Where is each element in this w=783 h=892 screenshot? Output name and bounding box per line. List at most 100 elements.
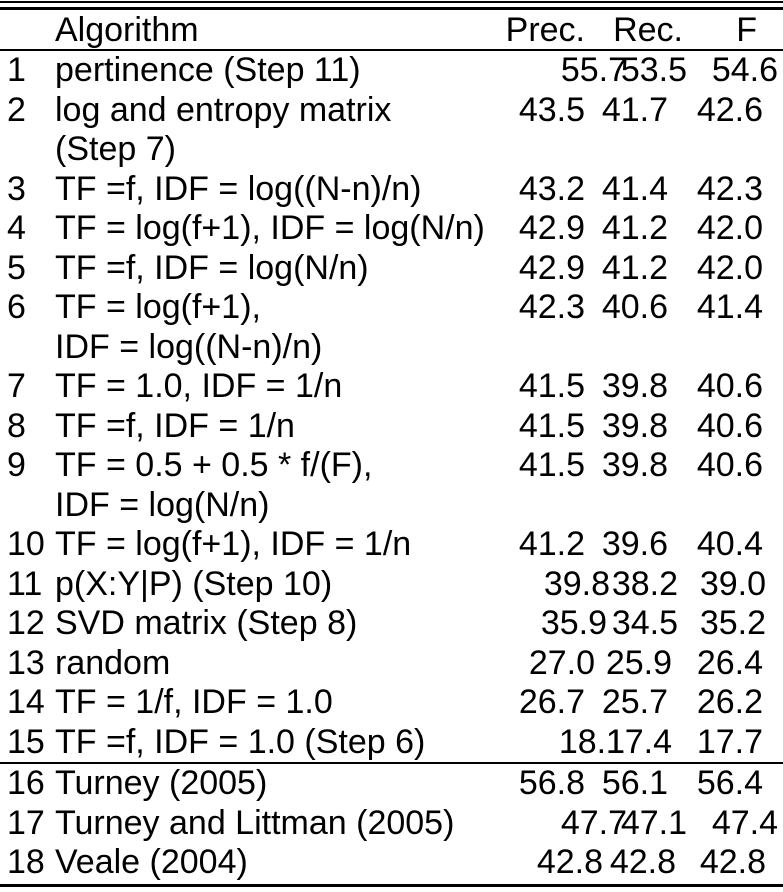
precision-value: 26.7 <box>518 683 585 721</box>
algorithm-line-1: SVD matrix (Step 8) <box>55 604 358 642</box>
recall-value: 41.2 <box>601 209 668 247</box>
recall-cell: 41.7 <box>585 91 668 131</box>
f-value: 40.4 <box>696 525 763 563</box>
f-value: 41.4 <box>696 288 763 326</box>
table-body: 1 pertinence (Step 11) 55.7 53.5 54.6 2 … <box>0 51 783 883</box>
algorithm-line-1: log and entropy matrix <box>55 90 392 129</box>
row-number-cell: 10 <box>7 525 45 563</box>
precision-cell: 35.9 <box>495 604 607 644</box>
recall-value: 39.8 <box>601 367 668 405</box>
f-value: 54.6 <box>711 51 778 89</box>
table-row: 16 Turney (2005) 56.8 56.1 56.4 <box>0 764 783 804</box>
table-row: 17 Turney and Littman (2005) 47.7 47.1 4… <box>0 804 783 844</box>
recall-cell: 39.6 <box>585 525 668 565</box>
algorithm-line-1: Veale (2004) <box>55 843 248 881</box>
recall-value: 17.4 <box>605 722 672 761</box>
f-cell: 26.2 <box>668 683 783 723</box>
row-number-cell: 5 <box>7 248 26 287</box>
table-row: 8 TF =f, IDF = 1/n 41.5 39.8 40.6 <box>0 407 783 447</box>
precision-value: 42.3 <box>518 288 585 326</box>
row-number-cell: 1 <box>7 51 26 89</box>
f-value: 26.4 <box>696 643 763 682</box>
precision-value: 35.9 <box>540 604 607 642</box>
table-row: 5 TF =f, IDF = log(N/n) 42.9 41.2 42.0 <box>0 249 783 289</box>
recall-value: 40.6 <box>601 288 668 326</box>
algorithm-line-1: TF = 1/f, IDF = 1.0 <box>55 683 333 721</box>
recall-value: 47.1 <box>620 803 687 842</box>
header-f-label: F <box>736 11 757 49</box>
algorithm-line-1: TF =f, IDF = 1/n <box>55 406 295 445</box>
recall-value: 39.8 <box>601 406 668 445</box>
row-number-cell: 9 <box>7 446 26 484</box>
recall-cell: 41.2 <box>585 209 668 249</box>
f-cell: 42.0 <box>668 249 783 289</box>
f-cell: 39.0 <box>668 565 783 605</box>
row-number-cell: 8 <box>7 406 26 445</box>
algorithm-line-1: Turney (2005) <box>55 764 268 802</box>
precision-value: 41.5 <box>518 446 585 484</box>
section-separator-rule <box>0 762 783 764</box>
precision-cell: 43.5 <box>495 91 585 131</box>
table-row: 13 random 27.0 25.9 26.4 <box>0 644 783 684</box>
precision-value: 43.2 <box>518 169 585 208</box>
recall-cell: 39.8 <box>585 407 668 447</box>
row-number-cell: 13 <box>7 643 45 682</box>
precision-cell: 41.5 <box>495 367 585 407</box>
recall-cell: 41.2 <box>585 249 668 289</box>
row-number-cell: 6 <box>7 288 26 326</box>
precision-cell: 41.5 <box>495 407 585 447</box>
row-number-cell: 3 <box>7 169 26 208</box>
table-row: 12 SVD matrix (Step 8) 35.9 34.5 35.2 <box>0 604 783 644</box>
algorithm-cell: Turney (2005) <box>55 764 495 804</box>
precision-cell: 26.7 <box>495 683 585 723</box>
f-value: 39.0 <box>699 564 766 603</box>
recall-value: 41.2 <box>601 248 668 287</box>
precision-cell: 39.8 <box>495 565 610 605</box>
header-algorithm-cell: Algorithm <box>55 12 495 49</box>
f-value: 56.4 <box>696 764 763 802</box>
f-cell: 42.6 <box>668 91 783 131</box>
recall-cell: 47.1 <box>585 804 687 844</box>
table-row: 1 pertinence (Step 11) 55.7 53.5 54.6 <box>0 51 783 91</box>
table-row: 4 TF = log(f+1), IDF = log(N/n) 42.9 41.… <box>0 209 783 249</box>
precision-cell: 42.9 <box>495 209 585 249</box>
algorithm-cell: TF = 0.5 + 0.5 * f/(F), IDF = log(N/n) <box>55 446 495 525</box>
precision-value: 39.8 <box>543 564 610 603</box>
precision-cell: 41.5 <box>495 446 585 486</box>
algorithm-line-1: TF = log(f+1), <box>55 288 261 326</box>
algorithm-line-1: TF = log(f+1), IDF = log(N/n) <box>55 209 485 247</box>
precision-cell: 41.2 <box>495 525 585 565</box>
algorithm-cell: TF =f, IDF = 1/n <box>55 407 495 447</box>
precision-cell: 55.7 <box>495 51 627 91</box>
precision-value: 42.9 <box>518 248 585 287</box>
f-cell: 41.4 <box>668 288 783 328</box>
algorithm-line-1: TF = 1.0, IDF = 1/n <box>55 367 343 405</box>
algorithm-line-2: IDF = log((N-n)/n) <box>55 327 323 366</box>
f-value: 35.2 <box>699 604 766 642</box>
f-value: 47.4 <box>711 803 778 842</box>
f-value: 42.6 <box>696 90 763 129</box>
algorithm-cell: TF = log(f+1), IDF = 1/n <box>55 525 495 565</box>
f-cell: 54.6 <box>668 51 783 91</box>
row-number-cell: 14 <box>7 683 45 721</box>
algorithm-cell: TF =f, IDF = log(N/n) <box>55 249 495 289</box>
f-value: 40.6 <box>696 367 763 405</box>
precision-value: 47.7 <box>560 803 627 842</box>
recall-cell: 34.5 <box>585 604 678 644</box>
row-number-cell: 4 <box>7 209 26 247</box>
precision-value: 43.5 <box>518 90 585 129</box>
precision-cell: 47.7 <box>495 804 627 844</box>
recall-value: 39.6 <box>601 525 668 563</box>
precision-value: 55.7 <box>560 51 627 89</box>
recall-value: 38.2 <box>611 564 678 603</box>
recall-value: 39.8 <box>601 446 668 484</box>
f-cell: 40.6 <box>668 407 783 447</box>
header-algorithm-label: Algorithm <box>55 11 199 49</box>
precision-value: 41.5 <box>518 367 585 405</box>
row-number-cell: 2 <box>7 90 26 129</box>
f-value: 17.7 <box>696 722 763 761</box>
header-f-cell: F <box>668 12 783 49</box>
algorithm-cell: p(X:Y|P) (Step 10) <box>55 565 495 605</box>
table-bottom-rule <box>0 883 783 887</box>
